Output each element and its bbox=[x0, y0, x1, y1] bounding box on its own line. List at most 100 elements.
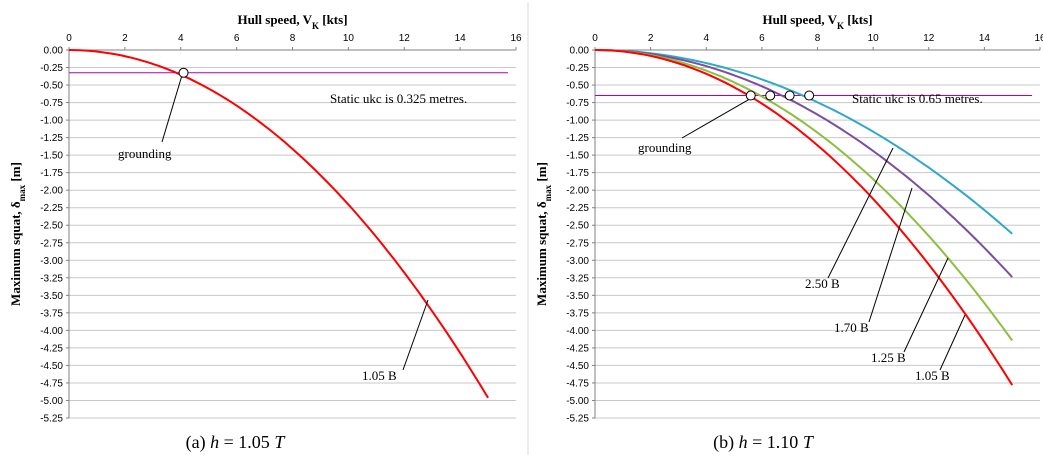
y-tick-label: -0.75 bbox=[40, 98, 63, 109]
y-tick-label: -3.50 bbox=[40, 291, 63, 302]
series-label: 1.05 B bbox=[362, 368, 397, 383]
y-tick-label: -1.25 bbox=[40, 133, 63, 144]
static-ukc-label: Static ukc is 0.65 metres. bbox=[852, 91, 983, 106]
y-tick-label: 0.00 bbox=[44, 46, 64, 57]
series-leader-line bbox=[939, 314, 966, 371]
series-line-1-25-B bbox=[595, 49, 1014, 342]
x-tick-label: 6 bbox=[234, 33, 240, 44]
grounding-label: grounding bbox=[118, 146, 172, 161]
y-tick-label: -4.50 bbox=[40, 361, 63, 372]
y-tick-label: -2.25 bbox=[40, 203, 63, 214]
y-tick-label: -3.75 bbox=[566, 308, 589, 319]
x-axis-title-sub: K bbox=[312, 21, 319, 31]
y-tick-label: -4.00 bbox=[566, 326, 589, 337]
chart-caption: (b) h = 1.10 T bbox=[713, 432, 815, 453]
y-tick-label: -2.50 bbox=[40, 221, 63, 232]
y-tick-label: -1.50 bbox=[566, 151, 589, 162]
grounding-point bbox=[804, 90, 815, 101]
caption-variable: h bbox=[739, 432, 748, 452]
y-tick-label: -1.50 bbox=[40, 151, 63, 162]
x-tick-label: 10 bbox=[868, 33, 880, 44]
series-label: 1.05 B bbox=[915, 368, 950, 383]
x-axis-title-main: Hull speed, V bbox=[237, 12, 312, 27]
y-tick-label: -0.50 bbox=[566, 81, 589, 92]
chart-panel-2: 0 2 4 6 8 10 12 14 16 0.00 -0.25 -0.50 -0.75 -1.00 -1.… bbox=[534, 12, 1043, 453]
x-tick-label: 8 bbox=[290, 33, 296, 44]
x-tick-label: 8 bbox=[815, 33, 821, 44]
y-tick-label: 0.00 bbox=[570, 46, 590, 57]
x-axis-title-unit: [kts] bbox=[319, 12, 348, 27]
series-leader-line bbox=[903, 257, 949, 353]
y-tick-label: -4.75 bbox=[566, 378, 589, 389]
series-leader-line bbox=[827, 147, 894, 279]
y-tick-label: -2.50 bbox=[566, 221, 589, 232]
y-tick-label: -3.00 bbox=[40, 256, 63, 267]
y-tick-label: -2.00 bbox=[40, 186, 63, 197]
x-axis-title-unit: [kts] bbox=[844, 12, 873, 27]
x-axis-title-sub: K bbox=[837, 21, 844, 31]
series-line-1-05-B bbox=[68, 49, 489, 399]
grounding-leader-line bbox=[681, 99, 749, 139]
series-leader-line bbox=[868, 187, 913, 323]
x-tick-label: 14 bbox=[979, 33, 991, 44]
x-tick-label: 2 bbox=[648, 33, 654, 44]
caption-prefix: (a) bbox=[186, 432, 210, 453]
y-tick-label: -5.25 bbox=[40, 414, 63, 425]
x-tick-label: 14 bbox=[455, 33, 467, 44]
grounding-point bbox=[784, 90, 795, 101]
grounding-point bbox=[178, 67, 189, 78]
y-axis-title-sub: max bbox=[17, 184, 27, 201]
y-tick-label: -0.75 bbox=[566, 98, 589, 109]
y-axis-title-main: Maximum squat, δ bbox=[534, 201, 549, 306]
x-tick-label: 4 bbox=[178, 33, 184, 44]
y-axis-title-unit: [m] bbox=[8, 162, 23, 185]
chart-caption: (a) h = 1.05 T bbox=[186, 432, 287, 453]
y-tick-label: -5.00 bbox=[566, 396, 589, 407]
x-tick-label: 16 bbox=[510, 33, 522, 44]
y-tick-label: -4.00 bbox=[40, 326, 63, 337]
series-label: 1.25 B bbox=[871, 350, 906, 365]
caption-variable: h bbox=[210, 432, 219, 452]
y-tick-label: -3.25 bbox=[40, 273, 63, 284]
y-tick-label: -0.25 bbox=[566, 63, 589, 74]
y-tick-label: -4.75 bbox=[40, 378, 63, 389]
x-axis-title: Hull speed, VK [kts] bbox=[237, 12, 347, 31]
series-label: 2.50 B bbox=[805, 276, 840, 291]
y-tick-label: -3.25 bbox=[566, 273, 589, 284]
y-tick-label: -2.00 bbox=[566, 186, 589, 197]
x-axis-title: Hull speed, VK [kts] bbox=[762, 12, 872, 31]
x-axis-title-main: Hull speed, V bbox=[762, 12, 837, 27]
x-tick-label: 10 bbox=[343, 33, 355, 44]
caption-variable-2: T bbox=[803, 432, 815, 452]
y-tick-label: -4.25 bbox=[566, 343, 589, 354]
y-axis-title-main: Maximum squat, δ bbox=[8, 201, 23, 306]
y-tick-label: -1.75 bbox=[566, 168, 589, 179]
x-tick-label: 2 bbox=[122, 33, 128, 44]
series-line-1-05-B bbox=[594, 49, 1014, 386]
y-tick-label: -3.75 bbox=[40, 308, 63, 319]
x-tick-label: 0 bbox=[66, 33, 72, 44]
y-tick-label: -3.00 bbox=[566, 256, 589, 267]
caption-middle: = 1.10 bbox=[748, 432, 803, 452]
x-tick-label: 12 bbox=[923, 33, 935, 44]
y-tick-label: -3.50 bbox=[566, 291, 589, 302]
grounding-point bbox=[765, 90, 776, 101]
y-tick-label: -2.75 bbox=[566, 238, 589, 249]
y-tick-label: -0.50 bbox=[40, 81, 63, 92]
series-line-2-50-B bbox=[595, 49, 1013, 235]
caption-prefix: (b) bbox=[713, 432, 739, 453]
series-label: 1.70 B bbox=[834, 320, 869, 335]
y-tick-label: -1.25 bbox=[566, 133, 589, 144]
x-tick-label: 0 bbox=[592, 33, 598, 44]
y-axis-title-unit: [m] bbox=[534, 162, 549, 185]
x-tick-label: 12 bbox=[399, 33, 411, 44]
caption-variable-2: T bbox=[274, 432, 286, 452]
y-axis-title: Maximum squat, δmax [m] bbox=[8, 162, 27, 306]
y-tick-label: -0.25 bbox=[40, 63, 63, 74]
grounding-point bbox=[745, 90, 756, 101]
series-leader-line bbox=[402, 299, 429, 371]
caption-middle: = 1.05 bbox=[219, 432, 274, 452]
y-tick-label: -4.25 bbox=[40, 343, 63, 354]
